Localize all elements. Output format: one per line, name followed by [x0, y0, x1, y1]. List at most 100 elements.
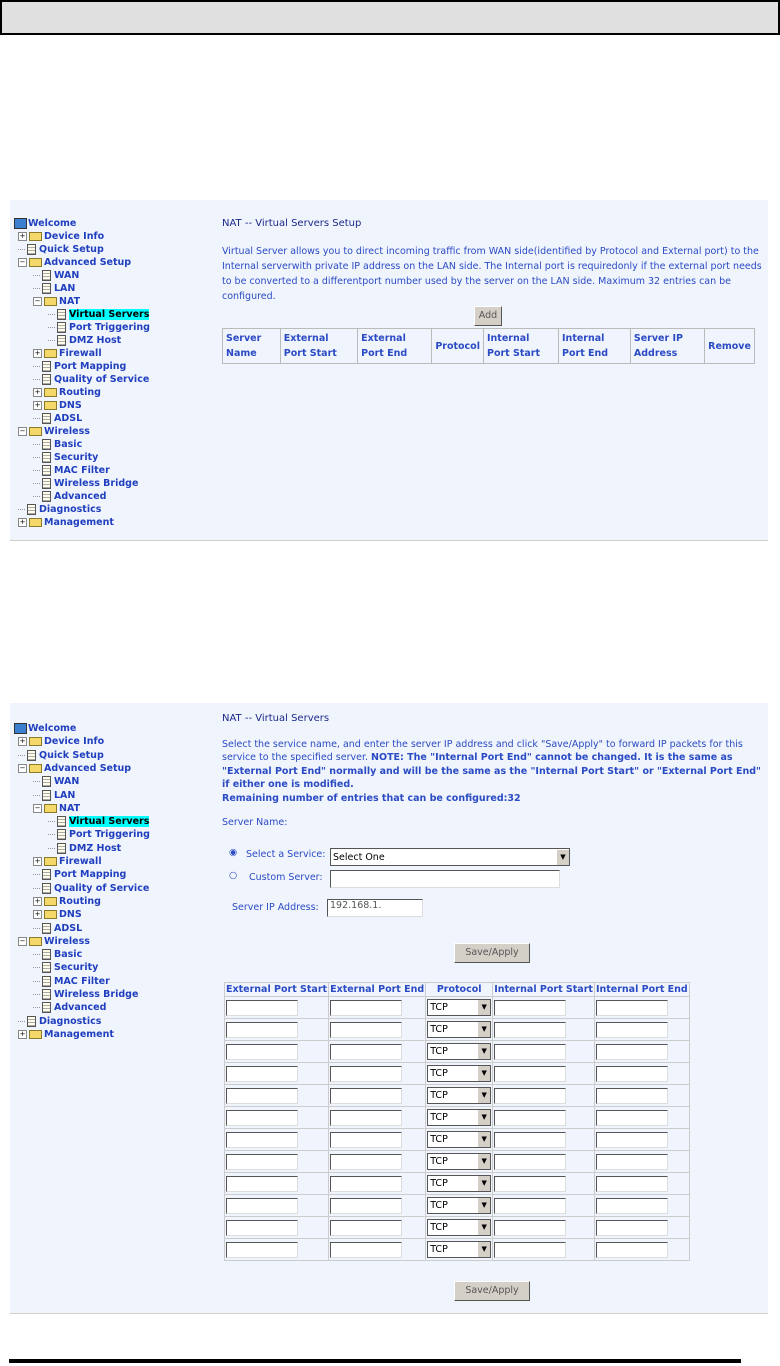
- internal-port-start-input[interactable]: [494, 1021, 567, 1038]
- protocol-select[interactable]: TCP ▼: [427, 999, 492, 1016]
- nav-item-basic[interactable]: Basic: [33, 948, 82, 961]
- nav-item-management[interactable]: + Management: [18, 516, 114, 529]
- internal-port-start-input[interactable]: [494, 1197, 567, 1214]
- nav-item-quality-of-service[interactable]: Quality of Service: [33, 882, 149, 895]
- nav-item-port-triggering[interactable]: Port Triggering: [48, 321, 150, 334]
- nav-item-quick-setup[interactable]: Quick Setup: [18, 749, 104, 762]
- protocol-select[interactable]: TCP ▼: [427, 1219, 492, 1236]
- nav-item-device-info[interactable]: + Device Info: [18, 230, 104, 243]
- internal-port-start-input[interactable]: [494, 1131, 567, 1148]
- nav-item-advanced[interactable]: Advanced: [33, 1001, 106, 1014]
- external-port-end-input[interactable]: [330, 999, 403, 1016]
- nav-item-diagnostics[interactable]: Diagnostics: [18, 1015, 101, 1028]
- internal-port-end-input[interactable]: [595, 1131, 668, 1148]
- expand-icon[interactable]: +: [33, 896, 42, 906]
- nav-item-nat[interactable]: − NAT: [33, 295, 80, 308]
- protocol-select[interactable]: TCP ▼: [427, 1241, 492, 1258]
- expand-icon[interactable]: +: [33, 401, 42, 410]
- internal-port-end-input[interactable]: [595, 1175, 668, 1192]
- nav-item-routing[interactable]: + Routing: [33, 895, 101, 908]
- nav-item-routing[interactable]: + Routing: [33, 386, 101, 399]
- server-ip-input[interactable]: 192.168.1.: [327, 899, 423, 917]
- internal-port-start-input[interactable]: [494, 1109, 567, 1126]
- internal-port-start-input[interactable]: [494, 1065, 567, 1082]
- nav-item-adsl[interactable]: ADSL: [33, 412, 82, 425]
- expand-icon[interactable]: +: [18, 518, 27, 527]
- nav-item-port-mapping[interactable]: Port Mapping: [33, 868, 126, 881]
- internal-port-start-input[interactable]: [494, 1219, 567, 1236]
- collapse-icon[interactable]: −: [33, 297, 42, 306]
- internal-port-end-input[interactable]: [595, 1109, 668, 1126]
- external-port-start-input[interactable]: [226, 1065, 298, 1082]
- collapse-icon[interactable]: −: [18, 258, 27, 267]
- expand-icon[interactable]: +: [18, 737, 27, 747]
- nav-item-wireless-bridge[interactable]: Wireless Bridge: [33, 477, 138, 490]
- nav-item-quick-setup[interactable]: Quick Setup: [18, 243, 104, 256]
- collapse-icon[interactable]: −: [33, 803, 42, 813]
- nav-item-mac-filter[interactable]: MAC Filter: [33, 464, 110, 477]
- expand-icon[interactable]: +: [33, 349, 42, 358]
- internal-port-start-input[interactable]: [494, 1153, 567, 1170]
- external-port-end-input[interactable]: [330, 1219, 403, 1236]
- external-port-start-input[interactable]: [226, 1021, 298, 1038]
- protocol-select[interactable]: TCP ▼: [427, 1153, 492, 1170]
- external-port-end-input[interactable]: [330, 1043, 403, 1060]
- nav-item-dmz-host[interactable]: DMZ Host: [48, 334, 121, 347]
- collapse-icon[interactable]: −: [18, 763, 27, 773]
- external-port-start-input[interactable]: [226, 1087, 298, 1104]
- external-port-end-input[interactable]: [330, 1175, 403, 1192]
- expand-icon[interactable]: +: [33, 388, 42, 397]
- external-port-start-input[interactable]: [226, 1109, 298, 1126]
- nav-item-dmz-host[interactable]: DMZ Host: [48, 842, 121, 855]
- nav-item-mac-filter[interactable]: MAC Filter: [33, 975, 110, 988]
- external-port-start-input[interactable]: [226, 1241, 298, 1258]
- service-select[interactable]: Select One ▼: [330, 848, 570, 866]
- custom-server-input[interactable]: [330, 870, 560, 888]
- radio-select-service[interactable]: ◉: [229, 847, 238, 858]
- external-port-end-input[interactable]: [330, 1021, 403, 1038]
- internal-port-start-input[interactable]: [494, 1175, 567, 1192]
- external-port-end-input[interactable]: [330, 1065, 403, 1082]
- nav-item-lan[interactable]: LAN: [33, 282, 75, 295]
- internal-port-start-input[interactable]: [494, 1241, 567, 1258]
- protocol-select[interactable]: TCP ▼: [427, 1175, 492, 1192]
- expand-icon[interactable]: +: [18, 1029, 27, 1039]
- nav-item-wan[interactable]: WAN: [33, 269, 79, 282]
- external-port-start-input[interactable]: [226, 1153, 298, 1170]
- nav-item-management[interactable]: + Management: [18, 1028, 114, 1041]
- internal-port-end-input[interactable]: [595, 1087, 668, 1104]
- external-port-end-input[interactable]: [330, 1131, 403, 1148]
- nav-item-virtual-servers[interactable]: Virtual Servers: [48, 815, 150, 828]
- save-apply-button-bottom[interactable]: Save/Apply: [454, 1281, 530, 1301]
- protocol-select[interactable]: TCP ▼: [427, 1065, 492, 1082]
- internal-port-start-input[interactable]: [494, 999, 567, 1016]
- nav-item-advanced-setup[interactable]: − Advanced Setup: [18, 256, 131, 269]
- save-apply-button[interactable]: Save/Apply: [454, 943, 530, 963]
- nav-item-welcome[interactable]: Welcome: [14, 217, 76, 230]
- nav-item-diagnostics[interactable]: Diagnostics: [18, 503, 101, 516]
- nav-item-security[interactable]: Security: [33, 961, 98, 974]
- external-port-end-input[interactable]: [330, 1087, 403, 1104]
- nav-item-wireless-bridge[interactable]: Wireless Bridge: [33, 988, 138, 1001]
- internal-port-end-input[interactable]: [595, 1043, 668, 1060]
- nav-item-welcome[interactable]: Welcome: [14, 722, 76, 735]
- protocol-select[interactable]: TCP ▼: [427, 1131, 492, 1148]
- nav-item-advanced-setup[interactable]: − Advanced Setup: [18, 762, 131, 775]
- protocol-select[interactable]: TCP ▼: [427, 1087, 492, 1104]
- expand-icon[interactable]: +: [33, 910, 42, 920]
- internal-port-end-input[interactable]: [595, 999, 668, 1016]
- collapse-icon[interactable]: −: [18, 427, 27, 436]
- internal-port-end-input[interactable]: [595, 1241, 668, 1258]
- external-port-start-input[interactable]: [226, 999, 298, 1016]
- nav-item-lan[interactable]: LAN: [33, 789, 75, 802]
- external-port-start-input[interactable]: [226, 1043, 298, 1060]
- expand-icon[interactable]: +: [18, 232, 27, 241]
- nav-item-basic[interactable]: Basic: [33, 438, 82, 451]
- external-port-end-input[interactable]: [330, 1197, 403, 1214]
- nav-item-wireless[interactable]: − Wireless: [18, 935, 90, 948]
- external-port-start-input[interactable]: [226, 1175, 298, 1192]
- external-port-start-input[interactable]: [226, 1219, 298, 1236]
- protocol-select[interactable]: TCP ▼: [427, 1197, 492, 1214]
- nav-item-port-triggering[interactable]: Port Triggering: [48, 828, 150, 841]
- collapse-icon[interactable]: −: [18, 936, 27, 946]
